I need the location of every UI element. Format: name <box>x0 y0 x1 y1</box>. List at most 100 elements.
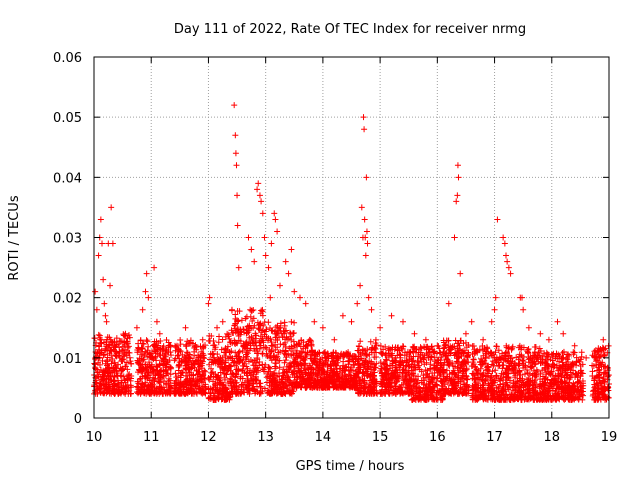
data-point <box>98 376 105 383</box>
data-point <box>240 342 247 349</box>
data-point <box>154 347 161 354</box>
data-point <box>238 317 245 324</box>
data-point <box>138 380 145 387</box>
data-point <box>247 342 254 349</box>
data-point <box>167 371 174 378</box>
data-point <box>457 270 464 277</box>
data-point <box>233 339 240 346</box>
data-point <box>368 306 375 313</box>
data-point <box>263 374 270 381</box>
data-point <box>246 322 253 329</box>
data-point <box>554 318 561 325</box>
data-point <box>123 359 130 366</box>
data-point <box>559 350 566 357</box>
data-point <box>93 306 100 313</box>
data-point <box>243 353 250 360</box>
data-point <box>252 390 259 397</box>
data-point <box>195 368 202 375</box>
data-point <box>125 331 132 338</box>
data-point <box>357 338 364 345</box>
data-point <box>232 132 239 139</box>
data-point <box>237 373 244 380</box>
data-point <box>258 198 265 205</box>
data-point <box>111 348 118 355</box>
data-point <box>501 240 508 247</box>
data-point <box>356 343 363 350</box>
data-point <box>236 348 243 355</box>
data-point <box>264 337 271 344</box>
x-tick-label: 12 <box>200 430 217 445</box>
data-point <box>300 378 307 385</box>
data-point <box>91 335 98 342</box>
data-point <box>225 331 232 338</box>
data-point <box>571 342 578 349</box>
data-point <box>109 240 116 247</box>
data-point <box>248 246 255 253</box>
data-point <box>600 336 607 343</box>
data-point <box>282 339 289 346</box>
data-point <box>275 349 282 356</box>
data-point <box>100 276 107 283</box>
data-point <box>492 294 499 301</box>
data-point <box>102 312 109 319</box>
data-point <box>360 114 367 121</box>
data-point <box>411 330 418 337</box>
data-point <box>462 330 469 337</box>
data-point <box>286 382 293 389</box>
data-point <box>106 341 113 348</box>
data-point <box>184 389 191 396</box>
data-point <box>95 252 102 259</box>
data-point <box>187 386 194 393</box>
data-point <box>210 386 217 393</box>
data-point <box>229 357 236 364</box>
data-point <box>297 343 304 350</box>
data-point <box>159 344 166 351</box>
data-point <box>250 340 257 347</box>
data-point <box>218 386 225 393</box>
data-point <box>219 395 226 402</box>
data-point <box>422 336 429 343</box>
chart-title: Day 111 of 2022, Rate Of TEC Index for r… <box>174 22 526 37</box>
data-point <box>178 372 185 379</box>
data-point <box>267 349 274 356</box>
data-point <box>259 327 266 334</box>
y-axis-label: ROTI / TECUs <box>7 195 22 280</box>
data-point <box>301 356 308 363</box>
y-tick-label: 0.03 <box>53 232 82 247</box>
data-point <box>256 192 263 199</box>
data-point <box>150 376 157 383</box>
x-axis-label: GPS time / hours <box>296 459 405 474</box>
data-point <box>502 349 509 356</box>
data-point <box>232 150 239 157</box>
data-point <box>468 318 475 325</box>
data-point <box>305 379 312 386</box>
x-tick-label: 15 <box>372 430 389 445</box>
data-point <box>103 318 110 325</box>
data-point <box>216 392 223 399</box>
data-point <box>279 390 286 397</box>
data-point <box>235 359 242 366</box>
data-point <box>241 369 248 376</box>
data-point <box>292 381 299 388</box>
y-tick-label: 0.04 <box>53 171 82 186</box>
data-point <box>219 318 226 325</box>
data-point <box>254 364 261 371</box>
data-point <box>288 343 295 350</box>
data-point <box>135 388 142 395</box>
data-point <box>182 365 189 372</box>
data-point <box>128 383 135 390</box>
data-point <box>113 335 120 342</box>
data-point <box>199 336 206 343</box>
data-point <box>120 382 127 389</box>
data-point <box>208 365 215 372</box>
data-points <box>91 102 612 403</box>
data-point <box>161 377 168 384</box>
data-point <box>218 346 225 353</box>
data-point <box>177 336 184 343</box>
data-point <box>454 192 461 199</box>
data-point <box>560 330 567 337</box>
data-point <box>172 377 179 384</box>
data-point <box>305 338 312 345</box>
data-point <box>219 367 226 374</box>
data-point <box>287 390 294 397</box>
